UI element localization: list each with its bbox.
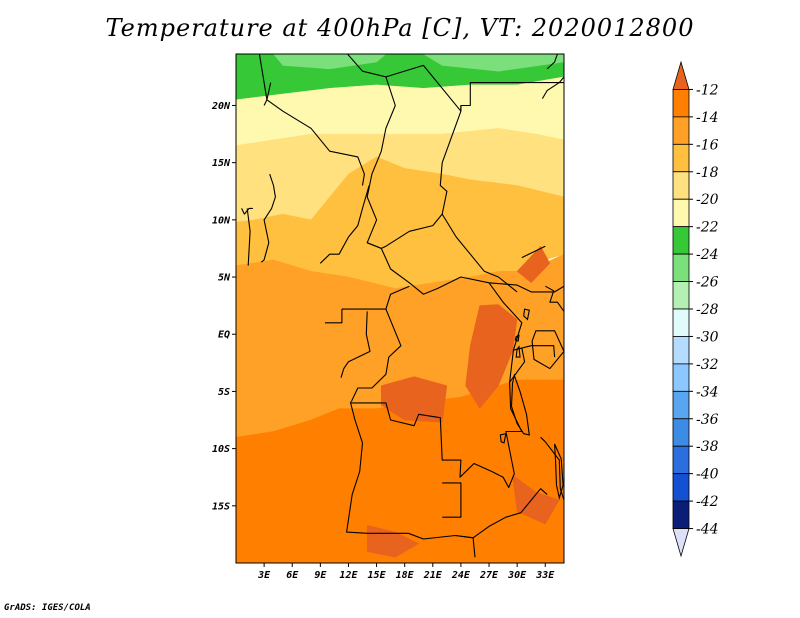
- y-tick-label: 15N: [212, 158, 231, 169]
- x-tick-label: 27E: [479, 570, 499, 581]
- country-boundary-6: [319, 185, 370, 264]
- y-tick-label: 5N: [218, 273, 231, 284]
- country-boundary-1: [258, 54, 365, 186]
- country-boundary-14: [340, 311, 371, 378]
- lake-outline-1: [510, 373, 530, 436]
- country-boundary-9: [385, 64, 462, 112]
- country-boundary-21: [544, 441, 564, 501]
- colorbar-bottom-arrow: [672, 528, 690, 558]
- colorbar-label: -42: [696, 494, 719, 510]
- x-tick-label: 18E: [396, 570, 415, 581]
- country-boundary-12: [341, 285, 410, 310]
- lake-outline-4: [499, 432, 507, 444]
- colorbar-label: -32: [696, 357, 719, 373]
- temp-region-9: [381, 376, 448, 423]
- temp-region-10: [516, 245, 551, 284]
- country-boundary-13: [325, 309, 343, 324]
- colorbar-segment: [672, 336, 690, 365]
- country-boundary-22: [540, 436, 546, 443]
- colorbar-segment: [672, 171, 690, 200]
- country-boundary-20: [455, 534, 476, 558]
- lake-outline-5: [514, 334, 520, 342]
- lake-outline-2: [554, 443, 564, 500]
- grads-credit: GrADS: IGES/COLA: [4, 603, 91, 613]
- x-tick-label: 3E: [257, 570, 271, 581]
- country-boundary-5: [241, 207, 253, 215]
- colorbar-label: -44: [696, 522, 719, 538]
- chart-title: Temperature at 400hPa [C], VT: 202001280…: [105, 14, 695, 42]
- colorbar-label: -14: [696, 110, 719, 126]
- country-boundary-18: [442, 482, 462, 518]
- colorbar-segment: [672, 143, 690, 173]
- colorbar-segment: [672, 473, 690, 502]
- colorbar-label: -12: [696, 82, 719, 98]
- colorbar-label: -30: [696, 329, 719, 345]
- colorbar-segment: [672, 500, 690, 529]
- country-boundary-2: [263, 82, 272, 106]
- map-frame: [235, 53, 565, 564]
- colorbar-label: -36: [696, 412, 719, 428]
- y-tick-label: EQ: [218, 330, 230, 341]
- country-boundary-16: [350, 402, 522, 489]
- country-boundary-26: [521, 245, 546, 259]
- x-tick-label: 24E: [451, 570, 471, 581]
- colorbar-label: -38: [696, 439, 719, 455]
- country-boundary-17: [346, 401, 474, 540]
- temp-region-8: [465, 304, 518, 410]
- country-boundary-27: [541, 76, 564, 99]
- country-boundary-4: [246, 208, 251, 266]
- colorbar-label: -16: [696, 137, 719, 153]
- colorbar-label: -22: [696, 220, 719, 236]
- colorbar-segment: [672, 253, 690, 282]
- y-tick-label: 10N: [212, 215, 231, 226]
- colorbar-label: -18: [696, 165, 719, 181]
- country-boundary-8: [460, 82, 564, 112]
- colorbar-label: -40: [696, 467, 719, 483]
- colorbar-top-arrow: [672, 60, 690, 90]
- colorbar-segment: [672, 308, 690, 337]
- colorbar-label: -26: [696, 275, 719, 291]
- x-tick-label: 30E: [507, 570, 527, 581]
- colorbar-label: -34: [696, 384, 719, 400]
- y-tick-label: 10S: [212, 444, 230, 455]
- temp-region-11: [512, 474, 560, 525]
- colorbar-segment: [672, 89, 690, 118]
- country-boundary-3: [260, 173, 276, 263]
- colorbar-label: -28: [696, 302, 719, 318]
- map-plot-area: [236, 54, 564, 563]
- colorbar-segment: [672, 226, 690, 255]
- lake-outline-6: [523, 308, 530, 321]
- x-tick-label: 33E: [535, 570, 555, 581]
- x-tick-label: 15E: [368, 570, 387, 581]
- lake-outline-0: [531, 330, 564, 370]
- country-boundary-25: [545, 285, 564, 312]
- x-tick-label: 21E: [423, 570, 443, 581]
- x-tick-label: 9E: [314, 570, 327, 581]
- y-tick-label: 20N: [211, 101, 231, 112]
- country-boundary-28: [546, 54, 558, 70]
- colorbar-label: -24: [696, 247, 719, 263]
- colorbar-segment: [672, 418, 690, 447]
- colorbar-segment: [672, 198, 690, 228]
- colorbar-segment: [672, 390, 690, 420]
- temp-region-2: [422, 54, 564, 72]
- colorbar-segment: [672, 445, 690, 475]
- temp-region-1: [273, 54, 387, 70]
- colorbar-label: -20: [696, 192, 719, 208]
- x-tick-label: 12E: [339, 570, 358, 581]
- colorbar: -12 -14 -16 -18 -20 -22 -24 -26 -28 -30 -32 -34 -36 -…: [672, 60, 719, 558]
- y-tick-label: 5S: [218, 387, 230, 398]
- country-boundary-10: [441, 213, 518, 293]
- colorbar-segment: [672, 116, 690, 145]
- country-boundary-19: [472, 488, 548, 539]
- colorbar-segment: [672, 281, 690, 310]
- y-tick-label: 15S: [212, 501, 230, 512]
- lake-outline-3: [515, 345, 521, 358]
- axis-ticks: 3E 6E 9E 12E 15E 18E 21E 24E 27E 30E 33E 20N 15N 10N 5…: [211, 101, 555, 581]
- colorbar-segment: [672, 363, 690, 392]
- country-boundary-15: [350, 308, 402, 402]
- x-tick-label: 6E: [286, 570, 299, 581]
